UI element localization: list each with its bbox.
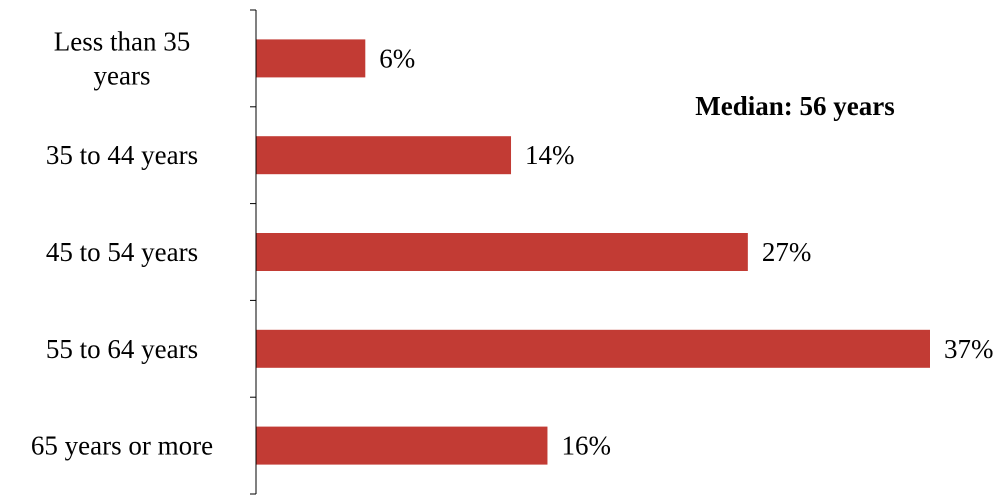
median-annotation: Median: 56 years	[695, 91, 894, 121]
labels-layer: 6% Less than 35 years 14% 35 to 44 years 27% 4…	[31, 26, 994, 460]
bar-2	[256, 136, 512, 175]
value-label-2: 14%	[525, 140, 575, 170]
category-label-3: 45 to 54 years	[46, 237, 198, 267]
bar-5	[256, 426, 548, 465]
category-label-2: 35 to 44 years	[46, 140, 198, 170]
category-label-4: 55 to 64 years	[46, 334, 198, 364]
bar-4	[256, 329, 930, 368]
value-label-3: 27%	[762, 237, 812, 267]
bars-layer	[256, 39, 930, 465]
y-axis	[250, 9, 257, 495]
category-label-5: 65 years or more	[31, 431, 213, 461]
bar-3	[256, 233, 748, 271]
bar-1	[256, 39, 366, 78]
category-label-1: Less than 35 years	[54, 26, 190, 90]
value-label-5: 16%	[561, 431, 611, 461]
value-label-4: 37%	[944, 334, 994, 364]
value-label-1: 6%	[379, 43, 415, 73]
